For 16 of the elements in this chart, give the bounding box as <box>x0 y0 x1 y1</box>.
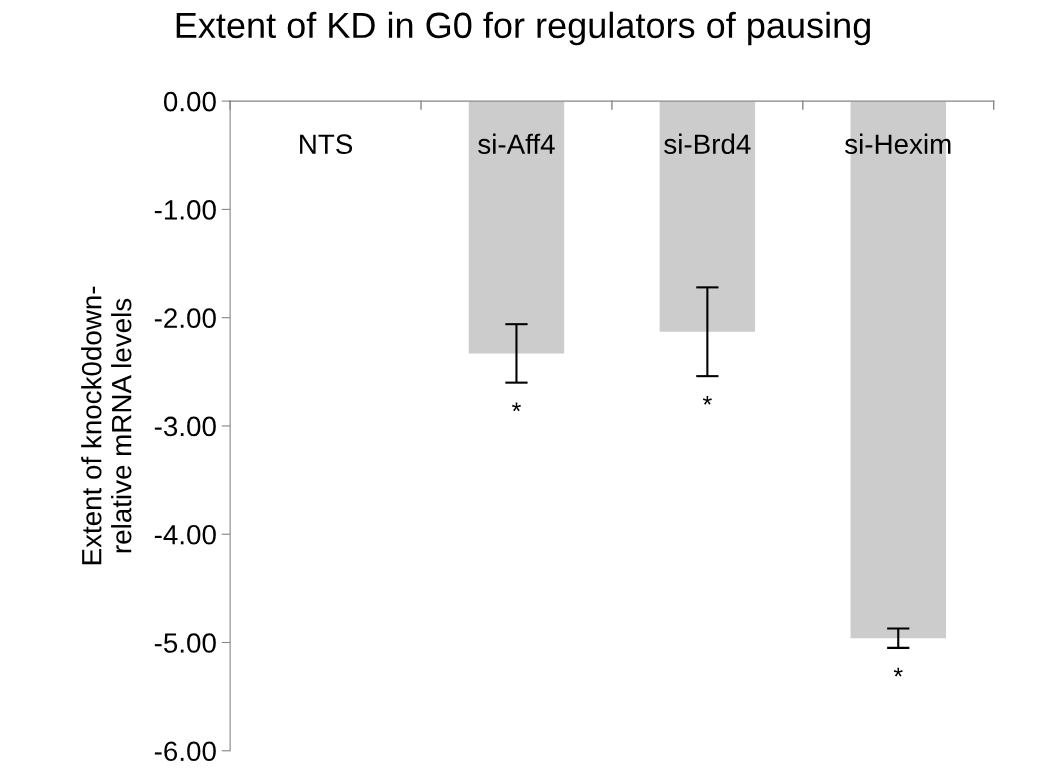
annotation: * <box>893 667 903 677</box>
x-tick-label: si-Hexim <box>845 133 951 155</box>
x-tick-label: si-Aff4 <box>478 133 555 155</box>
x-tick-label: NTS <box>300 134 353 155</box>
y-tick-label: -6.00 <box>154 741 216 762</box>
y-tick-label: -1.00 <box>154 200 216 220</box>
chart-title: Extent of KD in G0 for regulators of pausing <box>176 11 870 46</box>
y-axis-title: Extent of knock0down- relative mRNA levels <box>81 286 132 565</box>
y-tick-label: -4.00 <box>154 524 216 545</box>
y-tick-label: -3.00 <box>154 416 216 437</box>
y-tick-label: -5.00 <box>154 633 216 653</box>
y-tick-label: -2.00 <box>154 308 216 329</box>
y-tick-label: 0.00 <box>163 91 216 112</box>
x-tick-label: si-Brd4 <box>664 133 751 155</box>
annotation: * <box>512 402 521 412</box>
annotation: * <box>702 395 712 405</box>
